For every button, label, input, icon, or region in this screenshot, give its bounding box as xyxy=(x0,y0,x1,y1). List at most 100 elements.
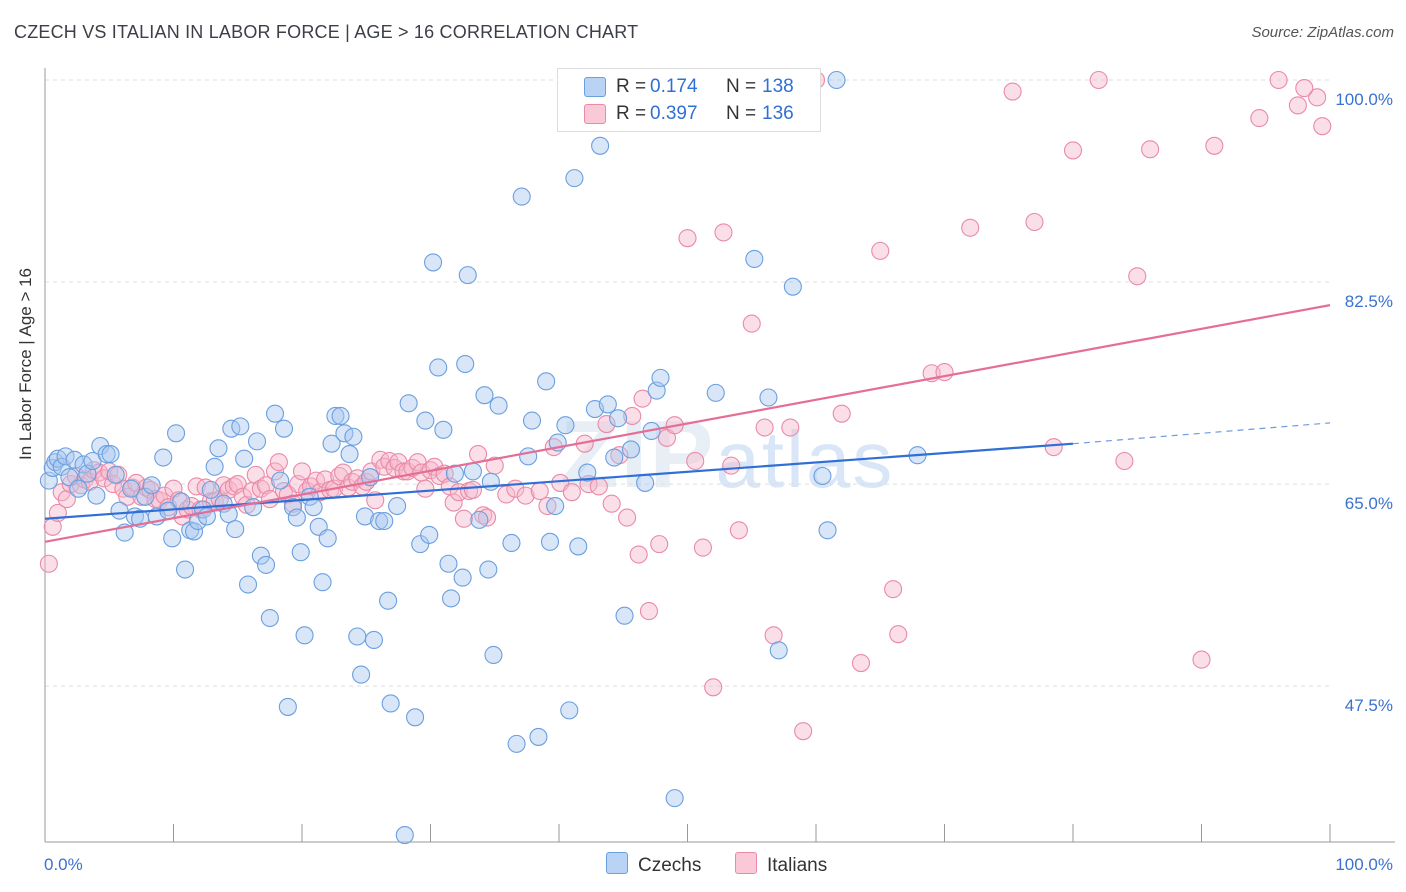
czech-point xyxy=(278,697,297,716)
czech-r-label: R = xyxy=(616,76,647,97)
czech-point xyxy=(331,406,350,426)
czech-point xyxy=(318,529,337,548)
italian-point xyxy=(889,625,908,644)
czech-point xyxy=(244,498,263,517)
czech-point xyxy=(651,368,670,387)
italian-point xyxy=(1192,650,1211,669)
czech-point xyxy=(463,462,482,481)
italian-swatch xyxy=(584,104,606,124)
czech-point xyxy=(706,383,725,402)
czech-point xyxy=(745,249,764,269)
czech-point xyxy=(522,411,542,430)
czech-point xyxy=(322,434,341,453)
czech-point xyxy=(352,665,371,684)
czech-point xyxy=(560,701,579,720)
czech-point xyxy=(185,522,204,541)
czech-point xyxy=(569,537,588,556)
czech-point xyxy=(335,424,354,443)
czech-point xyxy=(470,510,489,529)
italian-point xyxy=(416,479,435,498)
czech-point xyxy=(591,136,610,155)
czech-point xyxy=(609,409,628,428)
czech-point xyxy=(507,734,526,753)
czech-point xyxy=(87,486,106,505)
italian-point xyxy=(602,494,621,513)
legend-stats: R = 0.174 N = 138 R = 0.397 N = 136 xyxy=(557,68,821,132)
italian-point xyxy=(714,223,733,242)
czech-point xyxy=(291,543,310,562)
italian-point xyxy=(187,477,206,496)
italian-point xyxy=(764,626,783,645)
czech-point xyxy=(395,826,414,845)
italian-point xyxy=(1128,267,1147,286)
czech-point xyxy=(238,575,258,594)
czech-point xyxy=(260,608,279,628)
czech-point xyxy=(502,533,521,553)
czech-point xyxy=(226,520,245,539)
czech-point xyxy=(636,473,655,492)
czech-point xyxy=(287,508,306,527)
czech-point xyxy=(231,417,250,436)
italian-point xyxy=(307,471,326,490)
x-tick-label-end: 100.0% xyxy=(1335,855,1393,874)
italian-point xyxy=(530,481,549,501)
czech-point xyxy=(355,507,375,526)
y-axis-label: In Labor Force | Age > 16 xyxy=(16,267,35,460)
italian-n-label: N = xyxy=(726,103,757,124)
czech-point xyxy=(416,411,435,430)
italian-point xyxy=(618,508,637,527)
italian-r-value: 0.397 xyxy=(650,103,698,124)
czech-point xyxy=(265,404,285,423)
czech-point xyxy=(381,694,400,713)
italian-point xyxy=(884,580,903,599)
czech-point xyxy=(304,498,323,517)
czech-point xyxy=(578,463,597,482)
czech-point xyxy=(295,626,314,645)
italian-point xyxy=(639,602,659,621)
czech-point xyxy=(256,555,276,574)
czech-point xyxy=(429,358,448,377)
czech-n-label: N = xyxy=(726,76,757,97)
italian-point xyxy=(1295,79,1314,98)
czech-point xyxy=(247,432,267,451)
czech-point xyxy=(512,187,531,206)
italian-point xyxy=(623,406,642,426)
italian-trend-line xyxy=(44,304,1331,543)
czech-point xyxy=(110,501,129,520)
czech-point xyxy=(598,395,617,414)
italian-point xyxy=(1250,109,1269,128)
italian-point xyxy=(851,653,871,673)
italian-point xyxy=(589,477,608,496)
italian-point xyxy=(408,453,427,472)
czech-point xyxy=(46,453,65,472)
italian-point xyxy=(633,389,652,408)
czech-point xyxy=(546,496,565,516)
czech-swatch xyxy=(584,77,606,97)
czech-point xyxy=(783,277,802,296)
czech-point xyxy=(565,169,584,188)
czech-point xyxy=(442,589,461,608)
czech-point xyxy=(519,447,538,466)
czech-point xyxy=(456,354,475,374)
czech-point xyxy=(97,445,116,464)
italian-point xyxy=(463,480,482,499)
czech-point xyxy=(154,448,173,467)
italian-point xyxy=(597,415,616,434)
czech-point xyxy=(605,448,624,467)
czech-n-value: 138 xyxy=(762,76,794,97)
italian-point xyxy=(57,490,76,509)
czech-point xyxy=(665,789,684,808)
italian-r-label: R = xyxy=(616,103,647,124)
italian-point xyxy=(39,554,58,573)
czech-point xyxy=(556,416,575,435)
watermark-zip: ZIP xyxy=(560,401,716,508)
italian-point xyxy=(1288,96,1307,115)
legend-item-italians: Italians xyxy=(735,852,827,877)
czech-point xyxy=(235,449,254,468)
italian-point xyxy=(444,493,463,512)
italian-point xyxy=(1313,117,1332,136)
czech-point xyxy=(326,406,345,426)
italian-point xyxy=(538,496,557,516)
x-tick-label-start: 0.0% xyxy=(44,855,83,874)
czech-trend-line xyxy=(44,442,1074,520)
